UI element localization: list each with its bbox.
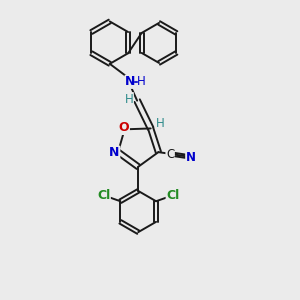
- Text: N: N: [125, 75, 136, 88]
- Text: Cl: Cl: [97, 189, 110, 202]
- Text: H: H: [124, 93, 133, 106]
- Text: N: N: [109, 146, 120, 159]
- Text: Cl: Cl: [166, 189, 179, 202]
- Text: H: H: [156, 117, 164, 130]
- Text: C: C: [166, 148, 174, 161]
- Text: O: O: [119, 122, 129, 134]
- Text: N: N: [186, 151, 196, 164]
- Text: H: H: [137, 75, 146, 88]
